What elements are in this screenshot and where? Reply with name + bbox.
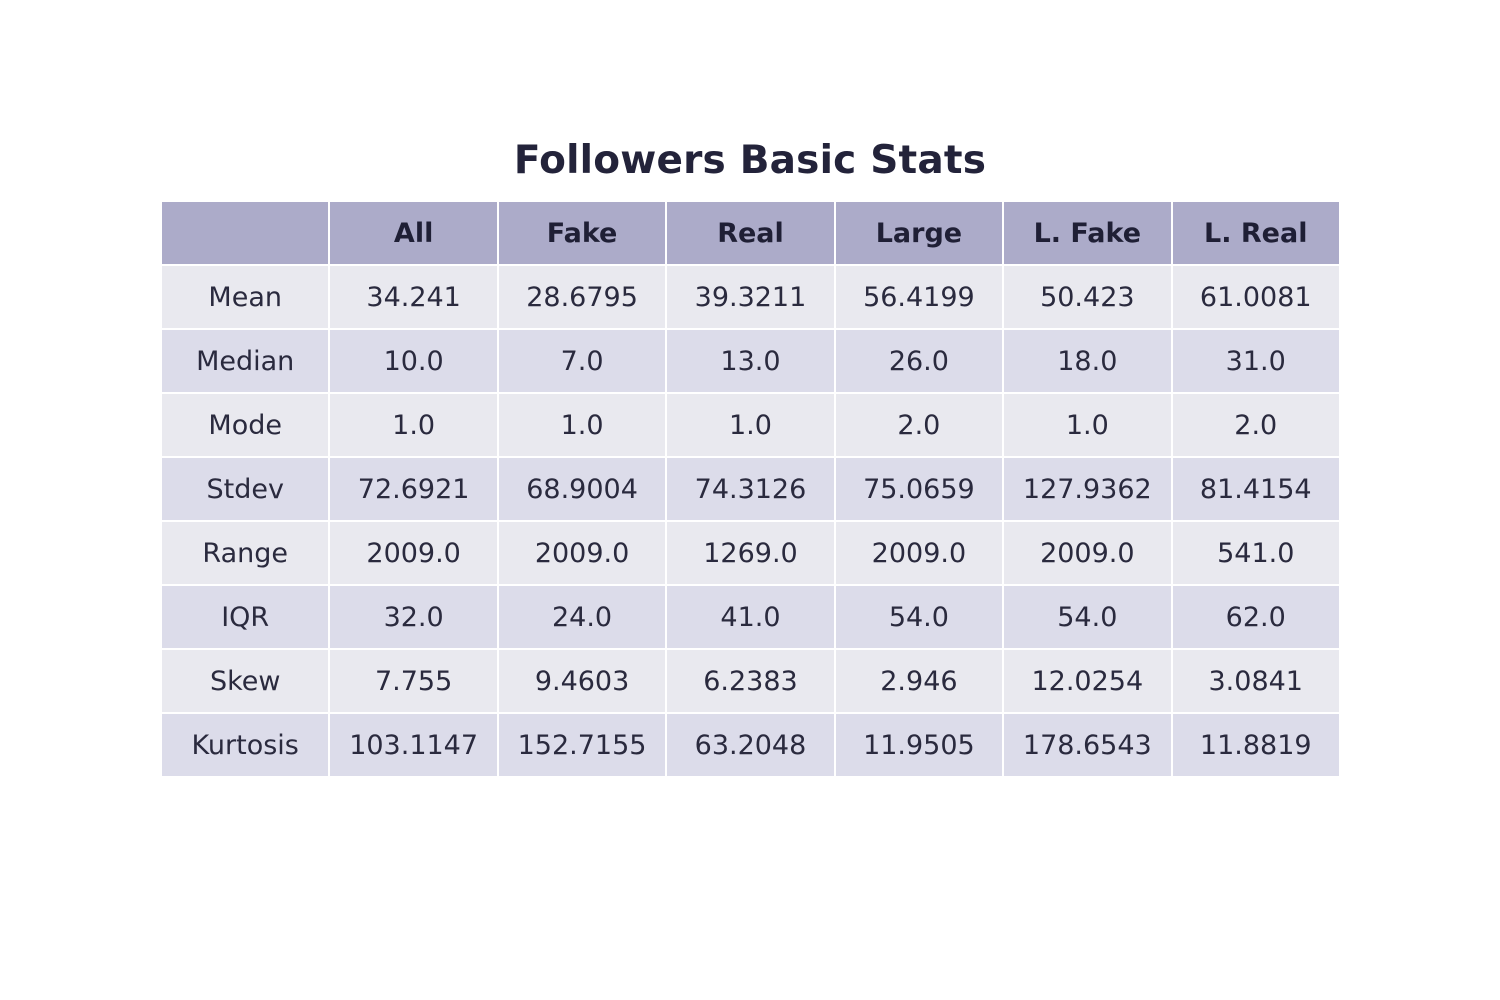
- table-row: Skew 7.755 9.4603 6.2383 2.946 12.0254 3.0841: [159, 648, 1341, 714]
- table-cell: 6.2383: [665, 648, 836, 714]
- table-cell: 2009.0: [328, 520, 499, 586]
- row-label: Skew: [159, 648, 331, 714]
- column-header: L. Fake: [1002, 200, 1173, 266]
- chart-title: Followers Basic Stats: [513, 138, 987, 183]
- column-header: Real: [665, 200, 836, 266]
- table-cell: 18.0: [1002, 328, 1173, 394]
- column-header: All: [328, 200, 499, 266]
- table-cell: 54.0: [1002, 584, 1173, 650]
- table-cell: 31.0: [1170, 328, 1341, 394]
- row-label: Mode: [159, 392, 331, 458]
- table-cell: 61.0081: [1170, 264, 1341, 330]
- table-row: Range 2009.0 2009.0 1269.0 2009.0 2009.0 541.0: [159, 520, 1341, 586]
- table-cell: 39.3211: [665, 264, 836, 330]
- table-cell: 1.0: [496, 392, 668, 458]
- table-cell: 62.0: [1170, 584, 1341, 650]
- table-cell: 34.241: [328, 264, 499, 330]
- table-row: Mean 34.241 28.6795 39.3211 56.4199 50.423 61.…: [159, 264, 1341, 330]
- table-cell: 541.0: [1170, 520, 1341, 586]
- column-header: Fake: [496, 200, 668, 266]
- table-cell: 11.9505: [833, 712, 1005, 778]
- table-cell: 68.9004: [496, 456, 668, 522]
- table-cell: 127.9362: [1002, 456, 1173, 522]
- table-cell: 152.7155: [496, 712, 668, 778]
- table-cell: 7.755: [328, 648, 499, 714]
- row-label: Kurtosis: [159, 712, 331, 778]
- table-row: Kurtosis 103.1147 152.7155 63.2048 11.9505 17…: [159, 712, 1341, 778]
- table-cell: 32.0: [328, 584, 499, 650]
- table-cell: 72.6921: [328, 456, 499, 522]
- stats-table: All Fake Real Large L. Fake L. Real Mean 34.24…: [159, 200, 1341, 778]
- table-cell: 2.0: [833, 392, 1005, 458]
- column-header: L. Real: [1170, 200, 1341, 266]
- row-label: Median: [159, 328, 331, 394]
- table-cell: 2009.0: [833, 520, 1005, 586]
- table-cell: 75.0659: [833, 456, 1005, 522]
- header-cell-corner: [159, 200, 331, 266]
- table-cell: 2009.0: [496, 520, 668, 586]
- table-cell: 3.0841: [1170, 648, 1341, 714]
- table-row: IQR 32.0 24.0 41.0 54.0 54.0 62.0: [159, 584, 1341, 650]
- table-cell: 13.0: [665, 328, 836, 394]
- table-cell: 1.0: [665, 392, 836, 458]
- row-label: Range: [159, 520, 331, 586]
- table-cell: 1.0: [328, 392, 499, 458]
- table-cell: 7.0: [496, 328, 668, 394]
- table-cell: 54.0: [833, 584, 1005, 650]
- table-cell: 1269.0: [665, 520, 836, 586]
- table-cell: 28.6795: [496, 264, 668, 330]
- table-cell: 2.946: [833, 648, 1005, 714]
- header-row: All Fake Real Large L. Fake L. Real: [159, 200, 1341, 266]
- table-cell: 56.4199: [833, 264, 1005, 330]
- table-cell: 26.0: [833, 328, 1005, 394]
- table-body: Mean 34.241 28.6795 39.3211 56.4199 50.423 61.…: [159, 264, 1341, 778]
- row-label: Stdev: [159, 456, 331, 522]
- table-cell: 63.2048: [665, 712, 836, 778]
- table-row: Stdev 72.6921 68.9004 74.3126 75.0659 127.936…: [159, 456, 1341, 522]
- table-cell: 50.423: [1002, 264, 1173, 330]
- table-cell: 178.6543: [1002, 712, 1173, 778]
- row-label: Mean: [159, 264, 331, 330]
- table-cell: 9.4603: [496, 648, 668, 714]
- table-cell: 10.0: [328, 328, 499, 394]
- table-cell: 81.4154: [1170, 456, 1341, 522]
- table-row: Median 10.0 7.0 13.0 26.0 18.0 31.0: [159, 328, 1341, 394]
- column-header: Large: [833, 200, 1005, 266]
- row-label: IQR: [159, 584, 331, 650]
- table-cell: 74.3126: [665, 456, 836, 522]
- table-cell: 2009.0: [1002, 520, 1173, 586]
- table-row: Mode 1.0 1.0 1.0 2.0 1.0 2.0: [159, 392, 1341, 458]
- table-cell: 1.0: [1002, 392, 1173, 458]
- table-cell: 11.8819: [1170, 712, 1341, 778]
- table-cell: 103.1147: [328, 712, 499, 778]
- table-cell: 12.0254: [1002, 648, 1173, 714]
- table-cell: 2.0: [1170, 392, 1341, 458]
- table-cell: 24.0: [496, 584, 668, 650]
- table-cell: 41.0: [665, 584, 836, 650]
